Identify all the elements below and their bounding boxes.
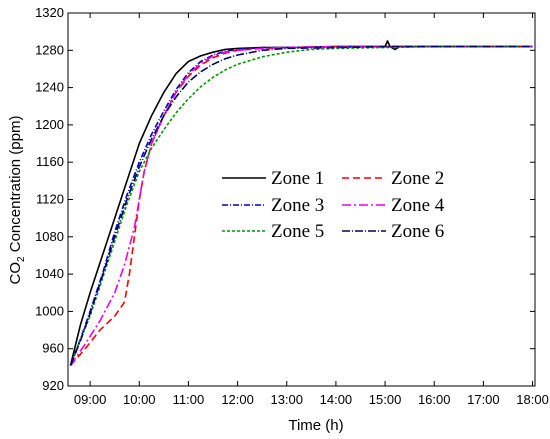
- series-layer: [69, 40, 533, 367]
- legend-label-zone-2: Zone 2: [391, 168, 444, 189]
- y-tick-label: 1040: [35, 266, 64, 281]
- x-tick-label: 12:00: [221, 392, 254, 407]
- y-tick-label: 920: [42, 378, 64, 393]
- y-tick-label: 1240: [35, 80, 64, 95]
- x-tick-label: 16:00: [418, 392, 451, 407]
- legend-label-zone-1: Zone 1: [271, 168, 324, 189]
- y-axis-title: CO2 Concentration (ppm): [7, 116, 27, 285]
- x-tick-label: 18:00: [516, 392, 549, 407]
- legend-label-zone-5: Zone 5: [271, 221, 324, 242]
- x-tick-label: 13:00: [270, 392, 303, 407]
- y-tick-label: 1080: [35, 229, 64, 244]
- y-tick-label: 1120: [36, 192, 64, 207]
- x-tick-label: 11:00: [173, 392, 205, 407]
- x-axis: 09:00 10:00 11:00 12:00 13:00 14:00 15:00 16:00…: [74, 13, 549, 407]
- x-axis-title: Time (h): [288, 417, 343, 434]
- x-tick-label: 10:00: [123, 392, 156, 407]
- legend-label-zone-4: Zone 4: [391, 195, 445, 216]
- x-tick-label: 09:00: [74, 392, 107, 407]
- y-tick-label: 1280: [35, 42, 64, 57]
- legend-label-zone-3: Zone 3: [271, 195, 324, 216]
- x-tick-label: 15:00: [369, 392, 402, 407]
- x-tick-label: 17:00: [467, 392, 500, 407]
- legend: Zone 1 Zone 2 Zone 3 Zone 4 Zone 5 Zone 6: [222, 168, 445, 242]
- legend-label-zone-6: Zone 6: [391, 221, 444, 242]
- y-tick-label: 960: [42, 341, 64, 356]
- y-tick-label: 1320: [35, 5, 64, 20]
- y-tick-label: 1160: [36, 154, 64, 169]
- series-line-zone-1: [69, 40, 533, 366]
- series-line-zone-5: [69, 45, 533, 366]
- y-tick-label: 1000: [35, 303, 64, 318]
- x-tick-label: 14:00: [320, 392, 353, 407]
- y-tick-label: 1200: [35, 117, 64, 132]
- series-line-zone-4: [69, 45, 533, 366]
- y-axis: 920 960 1000 1040 1080 1120 1160 1200 1240 1280 13…: [35, 5, 535, 393]
- series-line-zone-6: [69, 45, 533, 366]
